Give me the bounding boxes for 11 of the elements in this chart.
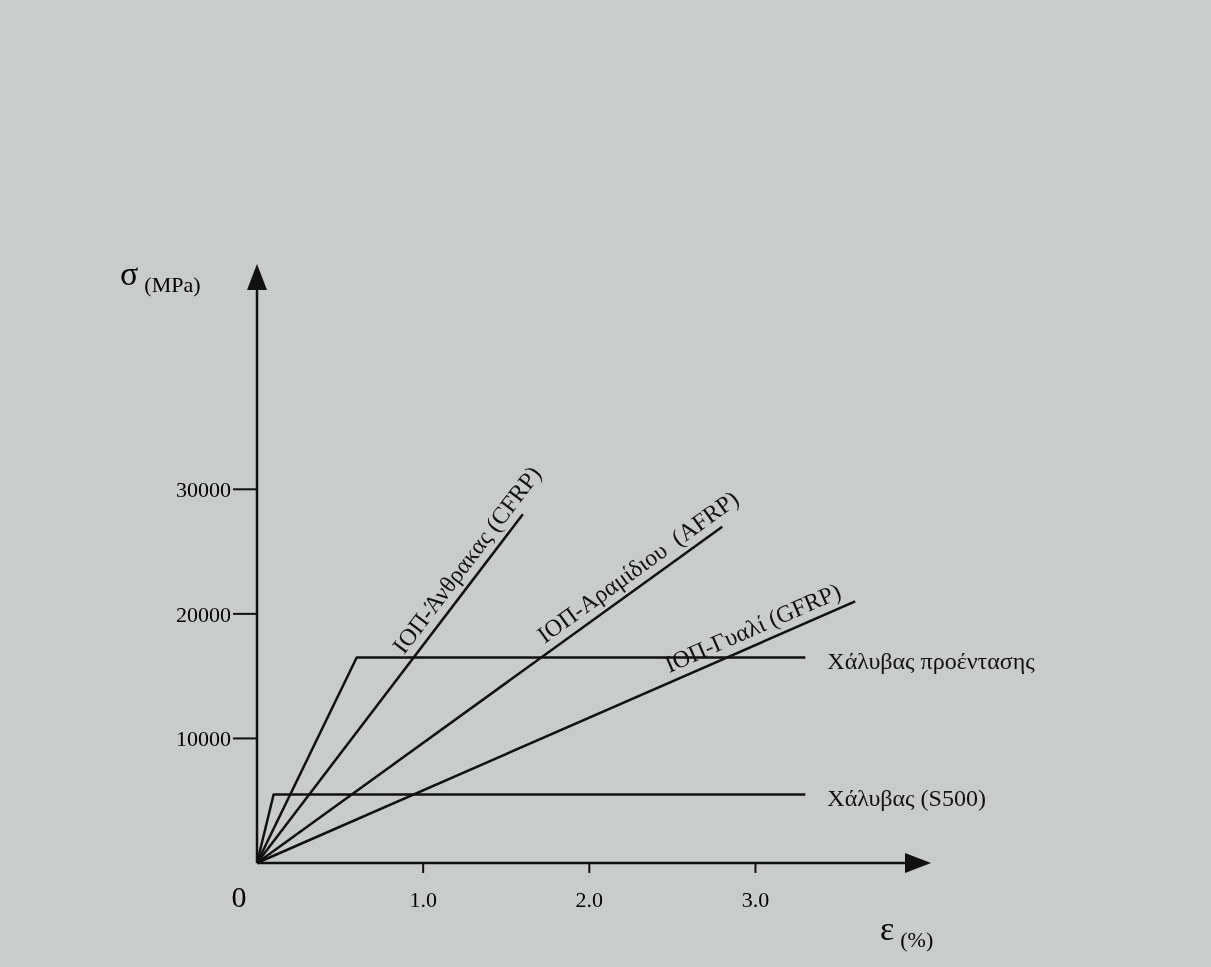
y-tick-label: 10000 bbox=[176, 726, 231, 752]
y-tick-label: 20000 bbox=[176, 601, 231, 627]
x-axis-title: ε$_{(%)}$ bbox=[880, 910, 934, 952]
series-label: Χάλυβας προέντασης bbox=[827, 648, 1036, 675]
x-tick-label: 2.0 bbox=[575, 887, 604, 912]
y-tick-label: 30000 bbox=[176, 477, 231, 502]
x-tick-label: 0 bbox=[231, 880, 247, 913]
series-label: Χάλυβας (S500) bbox=[827, 785, 986, 812]
x-tick-label: 1.0 bbox=[409, 887, 437, 912]
x-tick-label: 3.0 bbox=[741, 887, 770, 912]
y-axis-title: σ$_{(MPa)}$ bbox=[120, 255, 201, 297]
